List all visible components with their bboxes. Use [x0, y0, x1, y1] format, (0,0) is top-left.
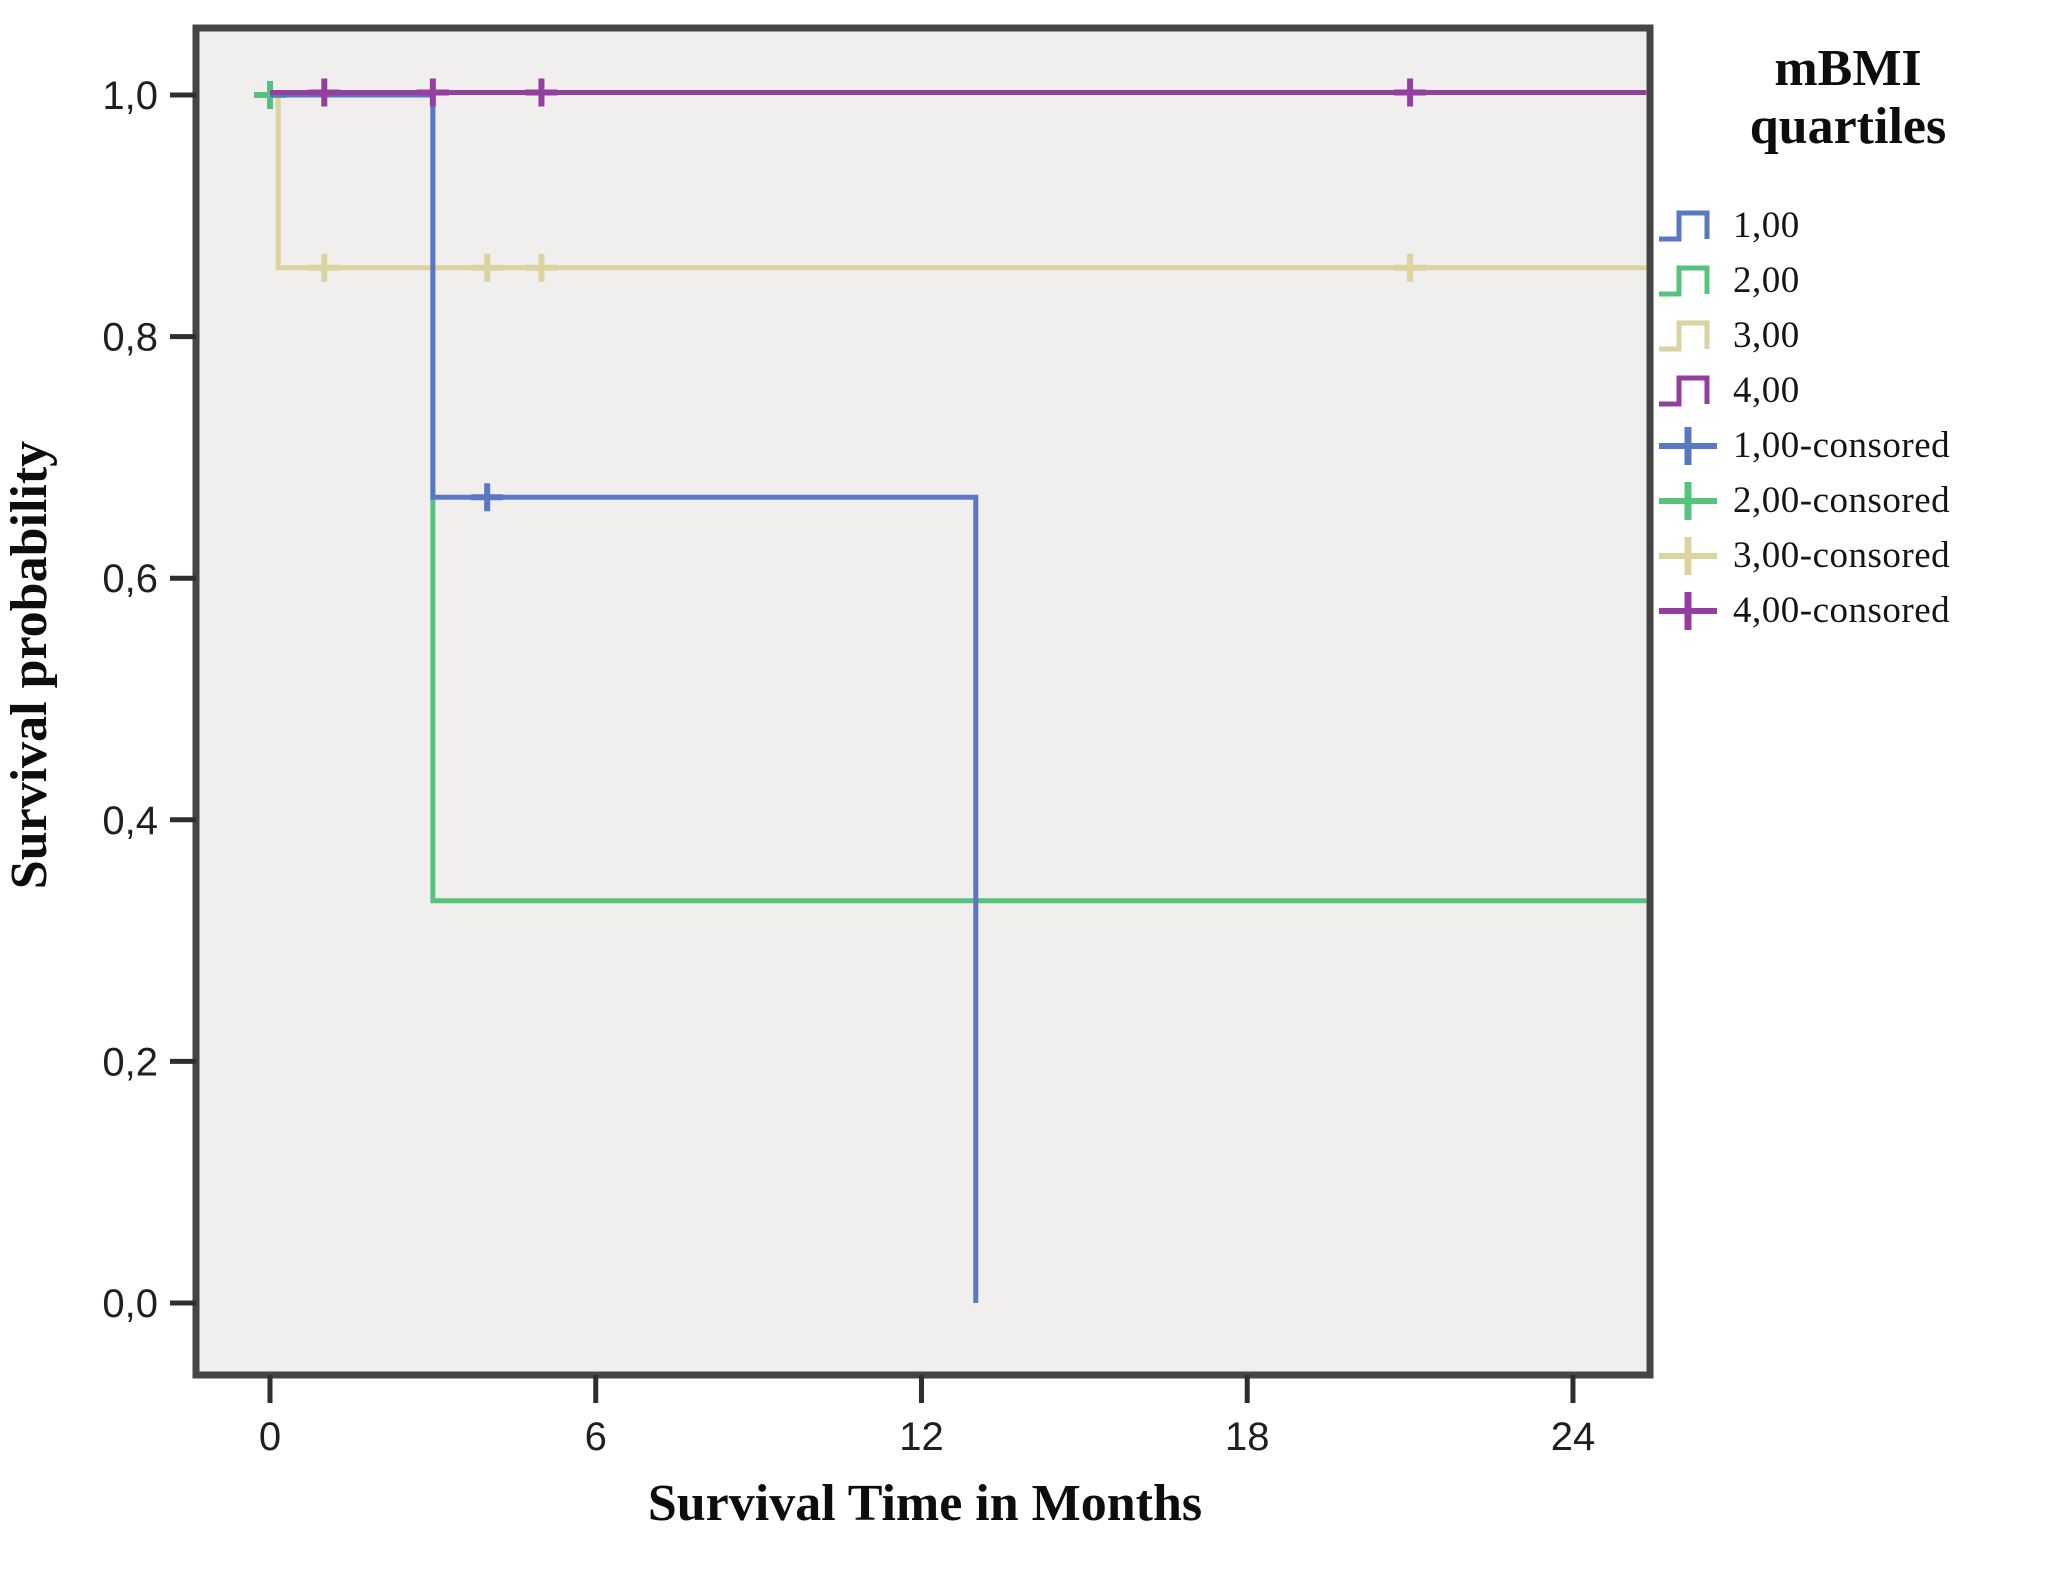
legend-item-label: 1,00 [1733, 205, 1800, 247]
y-axis-title: Survival probability [1, 441, 58, 889]
x-tick-label: 0 [259, 1415, 281, 1459]
censor-mark-1,00 [471, 483, 504, 512]
legend-title: mBMI quartiles [1749, 40, 1947, 156]
y-tick-label: 1,0 [102, 74, 158, 118]
x-tick-label: 24 [1551, 1415, 1596, 1459]
censor-mark-3,00 [525, 253, 558, 282]
censor-mark-4,00 [1394, 78, 1427, 107]
legend-item-2,00: 2,00 [1655, 253, 2040, 308]
legend-item-label: 4,00 [1733, 370, 1800, 412]
censor-mark-4,00 [525, 78, 558, 107]
y-tick-label: 0,6 [102, 557, 158, 601]
y-tick-label: 0,0 [102, 1282, 158, 1326]
legend-item-label: 2,00-consored [1733, 480, 1951, 522]
step-line-swatch-icon [1659, 375, 1710, 407]
y-tick-label: 0,8 [102, 316, 158, 360]
legend-item-label: 3,00 [1733, 315, 1800, 357]
legend-item-4,00: 4,00 [1655, 363, 2040, 418]
legend-item-3,00-consored: 3,00-consored [1655, 528, 2040, 583]
censor-mark-4,00 [416, 78, 449, 107]
censored-plus-swatch-icon [1659, 591, 1717, 630]
x-axis-title: Survival Time in Months [648, 1475, 1202, 1532]
legend-item-1,00: 1,00 [1655, 198, 2040, 253]
legend-items: 1,00 2,00 3,00 4,00 1,00-consored 2,00-consor… [1655, 198, 2040, 638]
censor-mark-3,00 [471, 253, 504, 282]
legend-item-3,00: 3,00 [1655, 308, 2040, 363]
legend-item-1,00-consored: 1,00-consored [1655, 418, 2040, 473]
x-tick-label: 6 [585, 1415, 607, 1459]
legend-item-label: 3,00-consored [1733, 535, 1951, 577]
step-line-swatch-icon [1659, 320, 1710, 352]
censored-plus-swatch-icon [1659, 536, 1717, 575]
axis-ticks: 0,0 0,2 0,4 0,6 0,8 1,0 0 6 12 18 24 [102, 74, 1595, 1459]
legend-item-4,00-consored: 4,00-consored [1655, 583, 2040, 638]
legend: mBMI quartiles 1,00 2,00 3,00 4,00 1,00-cons… [1655, 40, 2040, 638]
censored-plus-swatch-icon [1659, 426, 1717, 465]
y-tick-label: 0,4 [102, 799, 158, 843]
plot-area [192, 24, 1654, 1379]
y-tick-label: 0,2 [102, 1040, 158, 1084]
legend-item-label: 4,00-consored [1733, 590, 1951, 632]
step-line-swatch-icon [1659, 265, 1710, 297]
censor-mark-3,00 [1394, 253, 1427, 282]
censor-mark-3,00 [308, 253, 341, 282]
survival-curves [254, 78, 1647, 1303]
legend-item-2,00-consored: 2,00-consored [1655, 473, 2040, 528]
censored-plus-swatch-icon [1659, 481, 1717, 520]
legend-item-label: 2,00 [1733, 260, 1800, 302]
x-tick-label: 12 [899, 1415, 944, 1459]
plot-frame [192, 24, 1654, 1379]
censor-mark-4,00 [308, 78, 341, 107]
step-line-swatch-icon [1659, 210, 1710, 242]
x-tick-label: 18 [1225, 1415, 1270, 1459]
legend-item-label: 1,00-consored [1733, 425, 1951, 467]
